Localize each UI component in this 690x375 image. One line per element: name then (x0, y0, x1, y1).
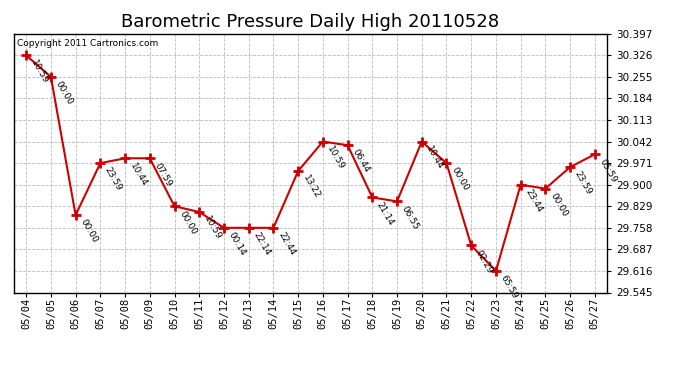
Text: 00:00: 00:00 (449, 166, 470, 193)
Text: 07:59: 07:59 (152, 161, 173, 188)
Title: Barometric Pressure Daily High 20110528: Barometric Pressure Daily High 20110528 (121, 13, 500, 31)
Text: 23:59: 23:59 (573, 170, 593, 196)
Text: 02:29: 02:29 (474, 248, 495, 275)
Text: 10:59: 10:59 (326, 144, 346, 171)
Text: 05:59: 05:59 (598, 157, 618, 184)
Text: 23:44: 23:44 (524, 188, 544, 214)
Text: Copyright 2011 Cartronics.com: Copyright 2011 Cartronics.com (17, 39, 158, 48)
Text: 13:22: 13:22 (301, 174, 322, 201)
Text: 23:59: 23:59 (103, 166, 124, 193)
Text: 22:14: 22:14 (251, 231, 272, 257)
Text: 00:00: 00:00 (548, 191, 569, 218)
Text: 22:44: 22:44 (276, 231, 297, 257)
Text: 06:44: 06:44 (351, 148, 371, 175)
Text: 06:55: 06:55 (400, 204, 420, 231)
Text: 65:59: 65:59 (499, 274, 520, 301)
Text: 10:44: 10:44 (128, 161, 148, 188)
Text: 00:14: 00:14 (227, 231, 248, 257)
Text: 00:00: 00:00 (54, 80, 75, 106)
Text: 00:00: 00:00 (79, 218, 99, 245)
Text: 10:44: 10:44 (424, 144, 445, 171)
Text: 10:59: 10:59 (202, 215, 223, 242)
Text: 00:00: 00:00 (177, 209, 198, 236)
Text: 10:59: 10:59 (29, 58, 50, 85)
Text: 21:14: 21:14 (375, 200, 395, 227)
